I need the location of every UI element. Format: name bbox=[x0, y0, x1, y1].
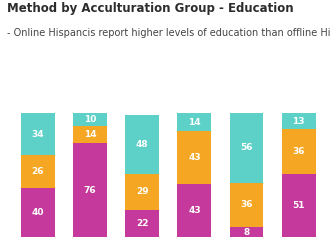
Bar bbox=[230, 227, 263, 237]
Bar bbox=[282, 174, 316, 237]
Text: 56: 56 bbox=[240, 143, 253, 152]
Bar bbox=[125, 114, 159, 174]
Bar bbox=[21, 113, 55, 155]
Text: 43: 43 bbox=[188, 206, 201, 215]
Bar bbox=[230, 113, 263, 182]
Text: 13: 13 bbox=[292, 117, 305, 126]
Text: 29: 29 bbox=[136, 187, 148, 196]
Bar bbox=[73, 143, 107, 237]
Bar bbox=[178, 131, 211, 184]
Text: 14: 14 bbox=[84, 130, 96, 139]
Text: 14: 14 bbox=[188, 118, 201, 127]
Text: 48: 48 bbox=[136, 140, 148, 149]
Text: 10: 10 bbox=[84, 115, 96, 124]
Bar bbox=[73, 126, 107, 143]
Bar bbox=[125, 210, 159, 237]
Bar bbox=[73, 113, 107, 126]
Bar bbox=[21, 187, 55, 237]
Text: Method by Acculturation Group - Education: Method by Acculturation Group - Educatio… bbox=[7, 2, 293, 15]
Bar bbox=[282, 129, 316, 174]
Bar bbox=[21, 155, 55, 187]
Bar bbox=[282, 113, 316, 129]
Text: 40: 40 bbox=[32, 208, 44, 217]
Bar bbox=[178, 113, 211, 131]
Text: 34: 34 bbox=[32, 130, 44, 139]
Text: 36: 36 bbox=[292, 147, 305, 156]
Text: 8: 8 bbox=[244, 228, 250, 237]
Text: 43: 43 bbox=[188, 153, 201, 162]
Bar bbox=[125, 174, 159, 210]
Text: 36: 36 bbox=[240, 200, 253, 209]
Text: 22: 22 bbox=[136, 219, 148, 228]
Bar bbox=[178, 184, 211, 237]
Text: 26: 26 bbox=[32, 167, 44, 176]
Bar bbox=[230, 182, 263, 227]
Text: 76: 76 bbox=[84, 186, 96, 195]
Text: 51: 51 bbox=[292, 201, 305, 210]
Text: - Online Hispancis report higher levels of education than offline Hispanics: - Online Hispancis report higher levels … bbox=[7, 28, 330, 38]
